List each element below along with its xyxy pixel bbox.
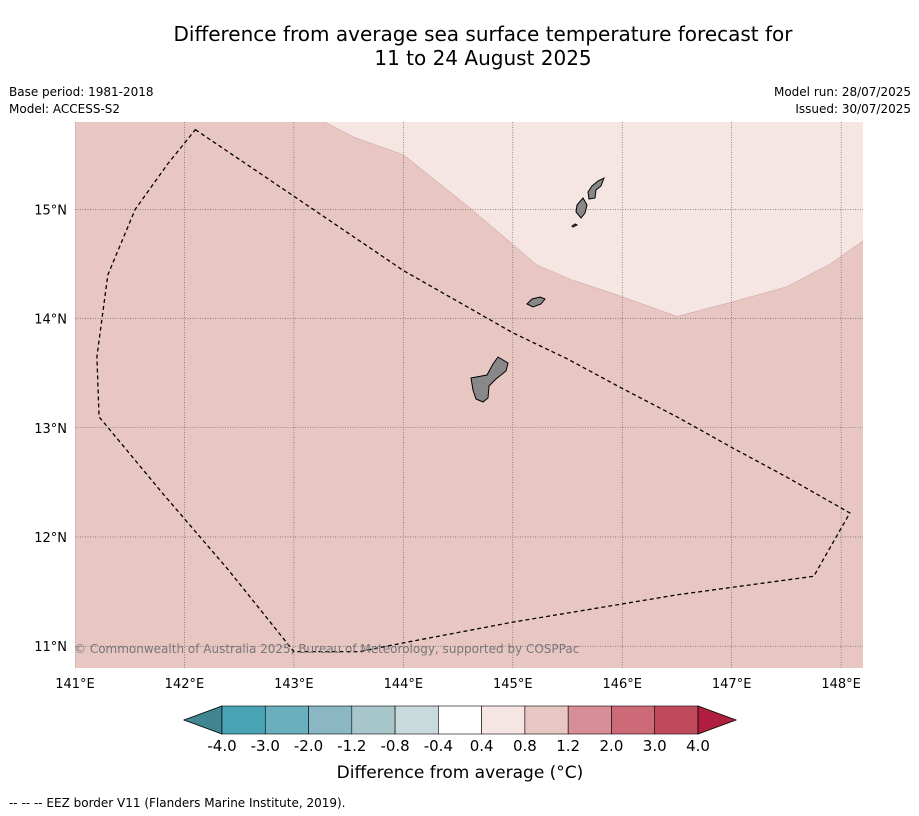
colorbar-bin bbox=[524, 705, 569, 735]
colorbar-tick-label: -0.4 bbox=[424, 737, 453, 755]
colorbar-label: Difference from average (°C) bbox=[336, 763, 584, 783]
model-run-text: Model run: 28/07/2025 bbox=[773, 85, 911, 99]
rota-island bbox=[526, 296, 546, 308]
anomaly-region-0.4-0.8 bbox=[324, 122, 863, 317]
colorbar-tick-label: -4.0 bbox=[207, 737, 236, 755]
aguijan-island bbox=[571, 223, 579, 228]
colorbar-tick-label: 0.8 bbox=[513, 737, 537, 755]
lon-tick-label: 141°E bbox=[55, 677, 95, 692]
eez-border bbox=[96, 128, 851, 653]
issued-text: Issued: 30/07/2025 bbox=[795, 102, 911, 116]
colorbar-bin bbox=[394, 705, 439, 735]
colorbar-bin bbox=[654, 705, 699, 735]
colorbar-extend-high bbox=[697, 705, 738, 735]
colorbar-tick-label: -3.0 bbox=[251, 737, 280, 755]
colorbar-tick-label: -2.0 bbox=[294, 737, 323, 755]
lon-tick-label: 142°E bbox=[165, 677, 205, 692]
colorbar-tick-label: 0.4 bbox=[470, 737, 494, 755]
meta-right: Model run: 28/07/2025 Issued: 30/07/2025 bbox=[774, 84, 911, 118]
eez-footnote: -- -- -- EEZ border V11 (Flanders Marine… bbox=[9, 796, 346, 810]
title-line-2: 11 to 24 August 2025 bbox=[374, 46, 592, 70]
lat-tick-label: 12°N bbox=[34, 531, 67, 546]
lat-tick-label: 15°N bbox=[34, 203, 67, 218]
lon-tick-label: 148°E bbox=[821, 677, 861, 692]
colorbar-tick-label: 4.0 bbox=[686, 737, 710, 755]
copyright-credit: © Commonwealth of Australia 2025, Bureau… bbox=[74, 642, 579, 656]
lon-tick-label: 146°E bbox=[602, 677, 642, 692]
lon-tick-label: 143°E bbox=[274, 677, 314, 692]
tinian-island bbox=[575, 197, 588, 219]
colorbar-bin bbox=[567, 705, 612, 735]
meta-left: Base period: 1981-2018 Model: ACCESS-S2 bbox=[9, 84, 154, 118]
colorbar-tick-label: 3.0 bbox=[643, 737, 667, 755]
guam-island bbox=[470, 356, 509, 403]
lat-tick-label: 13°N bbox=[34, 422, 67, 437]
colorbar-tick-label: 1.2 bbox=[556, 737, 580, 755]
colorbar-extend-low bbox=[182, 705, 223, 735]
lon-tick-label: 147°E bbox=[712, 677, 752, 692]
lon-tick-label: 145°E bbox=[493, 677, 533, 692]
model-text: Model: ACCESS-S2 bbox=[9, 102, 121, 116]
lat-tick-label: 11°N bbox=[34, 640, 67, 655]
title-line-1: Difference from average sea surface temp… bbox=[173, 22, 793, 46]
colorbar-bin bbox=[308, 705, 353, 735]
lat-tick-label: 14°N bbox=[34, 313, 67, 328]
base-period-text: Base period: 1981-2018 bbox=[9, 85, 154, 99]
colorbar-bin bbox=[481, 705, 526, 735]
lon-tick-label: 144°E bbox=[384, 677, 424, 692]
colorbar-bin bbox=[264, 705, 309, 735]
chart-title: Difference from average sea surface temp… bbox=[0, 22, 919, 70]
colorbar-tick-label: -0.8 bbox=[380, 737, 409, 755]
saipan-island bbox=[587, 176, 605, 200]
colorbar-tick-label: 2.0 bbox=[600, 737, 624, 755]
colorbar-bin bbox=[438, 705, 482, 735]
colorbar-bin bbox=[351, 705, 396, 735]
colorbar-tick-label: -1.2 bbox=[337, 737, 366, 755]
colorbar-bin bbox=[611, 705, 656, 735]
map-area bbox=[75, 122, 863, 668]
colorbar-bin bbox=[221, 705, 266, 735]
